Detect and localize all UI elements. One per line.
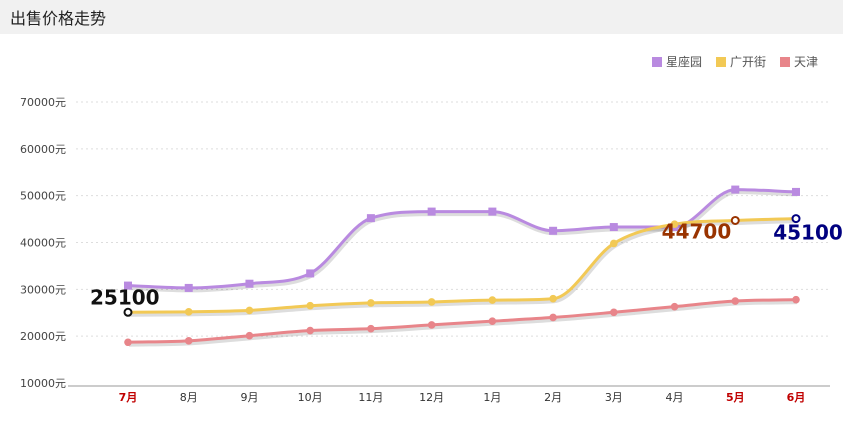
y-axis: 10000元 20000元 30000元 40000元 50000元 60000元 7000…: [20, 96, 66, 390]
x-tick-label: 4月: [666, 391, 684, 404]
data-point[interactable]: [427, 207, 436, 216]
data-point[interactable]: [367, 324, 375, 333]
data-point[interactable]: [184, 337, 193, 345]
x-tick-label: 2月: [544, 391, 562, 404]
data-point[interactable]: [367, 299, 375, 307]
data-point[interactable]: [610, 308, 618, 317]
legend-label: 天津: [794, 55, 818, 69]
data-point[interactable]: [184, 283, 193, 292]
x-tick-label: 5月: [726, 391, 745, 404]
y-tick-label: 50000元: [20, 190, 66, 203]
data-point[interactable]: [427, 298, 436, 306]
series-lines: [127, 188, 798, 347]
data-point[interactable]: [488, 296, 497, 304]
price-trend-chart: 10000元 20000元 30000元 40000元 50000元 60000元 7000…: [20, 54, 843, 404]
series-line-shadow: [128, 299, 798, 347]
chart-title: 出售价格走势: [10, 9, 107, 28]
grid-lines: [76, 101, 830, 337]
x-tick-label: 3月: [605, 391, 623, 404]
annotation-marker: [123, 307, 133, 317]
data-point[interactable]: [427, 321, 436, 329]
legend-item[interactable]: 天津: [780, 55, 818, 69]
x-tick-label: 12月: [419, 391, 444, 404]
annotation-label: 44700: [662, 219, 732, 243]
data-point[interactable]: [609, 223, 618, 232]
x-tick-label: 8月: [180, 391, 198, 404]
series-line: [127, 298, 797, 344]
data-point[interactable]: [792, 295, 800, 304]
data-point[interactable]: [488, 317, 497, 325]
data-point[interactable]: [124, 338, 132, 347]
legend-swatch: [780, 57, 790, 67]
legend-swatch: [652, 57, 662, 67]
y-tick-label: 10000元: [20, 377, 66, 390]
legend-item[interactable]: 广开街: [716, 55, 766, 69]
data-point[interactable]: [245, 306, 254, 315]
legend-swatch: [716, 57, 726, 67]
data-point[interactable]: [245, 331, 254, 340]
data-point[interactable]: [549, 313, 557, 322]
x-tick-label: 9月: [240, 391, 258, 404]
data-point[interactable]: [731, 185, 740, 194]
data-point[interactable]: [610, 239, 618, 248]
y-tick-label: 60000元: [20, 143, 66, 156]
data-point[interactable]: [670, 220, 679, 229]
data-point[interactable]: [549, 294, 557, 303]
data-point[interactable]: [306, 326, 314, 335]
legend[interactable]: 星座园 广开街 天津: [652, 54, 818, 69]
data-point[interactable]: [366, 214, 375, 223]
annotations: 25100 44700 45100: [90, 214, 843, 317]
data-point[interactable]: [184, 308, 193, 316]
data-point[interactable]: [245, 279, 254, 288]
data-point[interactable]: [488, 207, 497, 216]
legend-item[interactable]: 星座园: [652, 54, 702, 69]
x-tick-label: 6月: [787, 391, 806, 404]
legend-label: 广开街: [730, 55, 766, 69]
y-tick-label: 70000元: [20, 96, 66, 109]
series-markers: [124, 185, 800, 347]
data-point[interactable]: [792, 187, 800, 196]
x-tick-label: 1月: [483, 391, 501, 404]
annotation-marker: [791, 214, 801, 224]
data-point[interactable]: [670, 302, 679, 311]
x-tick-label: 11月: [358, 391, 383, 404]
x-tick-label: 10月: [298, 391, 323, 404]
y-tick-label: 40000元: [20, 237, 66, 250]
annotation-label: 45100: [773, 221, 843, 245]
annotation-label: 25100: [90, 285, 160, 309]
data-point[interactable]: [731, 297, 740, 305]
annotation-marker: [730, 215, 740, 225]
y-tick-label: 20000元: [20, 330, 66, 343]
data-point[interactable]: [306, 301, 314, 310]
legend-label: 星座园: [666, 54, 702, 69]
x-tick-label: 7月: [119, 391, 138, 404]
x-axis: 7月 8月 9月 10月 11月 12月 1月 2月 3月 4月 5月 6月: [68, 385, 830, 404]
data-point[interactable]: [549, 226, 558, 235]
y-tick-label: 30000元: [20, 283, 66, 296]
data-point[interactable]: [306, 269, 315, 278]
data-point[interactable]: [124, 281, 132, 290]
chart-header: 出售价格走势: [0, 0, 843, 34]
